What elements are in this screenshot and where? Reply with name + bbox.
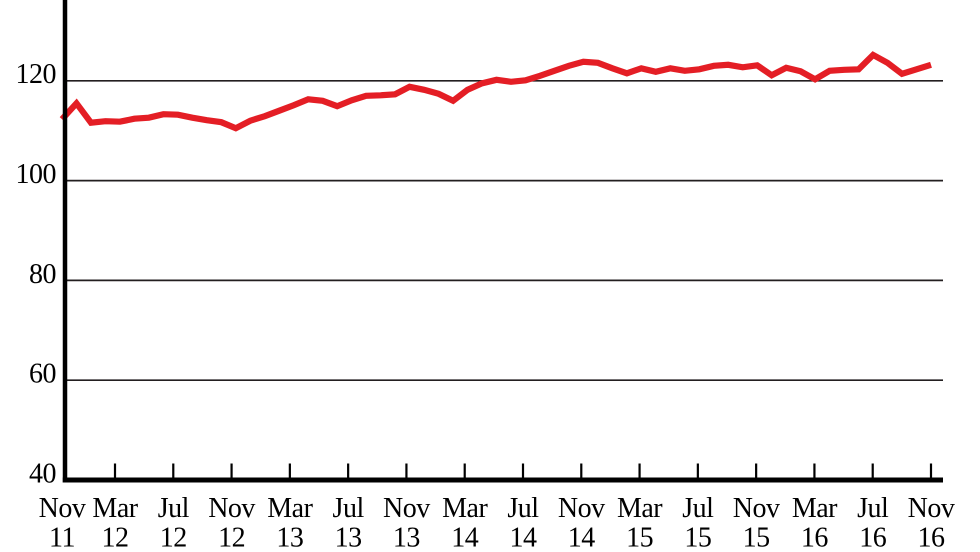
x-axis-tick-label-year: 14 (568, 523, 596, 552)
x-axis-tick-label-year: 12 (160, 523, 187, 552)
x-axis-tick-label-month: Jul (158, 493, 190, 524)
x-axis-tick-label-month: Nov (733, 493, 780, 524)
x-axis-tick-label-year: 12 (102, 523, 129, 552)
x-axis-tick-label-year: 16 (801, 523, 829, 552)
x-axis-tick-label-month: Jul (857, 493, 889, 524)
x-axis-tick-label-year: 15 (743, 523, 770, 552)
x-axis-tick-label-year: 16 (918, 523, 946, 552)
data-series-line (59, 51, 932, 132)
x-axis-tick-label-year: 13 (335, 523, 362, 552)
x-axis-tick-label-month: Nov (208, 493, 255, 524)
y-axis-tick-label: 100 (16, 159, 57, 190)
x-axis-tick-label-month: Jul (507, 493, 539, 524)
x-axis-tick-label-year: 16 (859, 523, 887, 552)
y-axis-tick-label: 60 (29, 359, 56, 390)
x-axis-tick-label-year: 13 (393, 523, 420, 552)
x-axis-tick-label-year: 14 (451, 523, 479, 552)
x-axis-tick-label-month: Jul (333, 493, 365, 524)
y-axis-tick-label: 120 (16, 59, 57, 90)
y-axis-tick-label: 80 (29, 259, 56, 290)
y-axis-tick-label: 40 (29, 458, 56, 489)
x-axis-tick-label-year: 14 (510, 523, 538, 552)
x-axis-tick-label-year: 11 (49, 523, 75, 552)
x-axis-tick-label-month: Nov (558, 493, 605, 524)
x-axis-tick-label-month: Mar (442, 493, 488, 524)
x-axis-tick-label-year: 12 (218, 523, 245, 552)
x-axis-tick-label-month: Mar (792, 493, 838, 524)
x-axis-tick-label-year: 13 (276, 523, 303, 552)
x-axis-tick-label-month: Mar (617, 493, 663, 524)
x-axis-tick-label-year: 15 (626, 523, 653, 552)
x-axis-tick-label-month: Nov (39, 493, 86, 524)
x-axis-tick-label-year: 15 (684, 523, 711, 552)
x-axis-tick-label-month: Jul (682, 493, 714, 524)
x-axis-tick-label-month: Nov (908, 493, 955, 524)
x-axis-tick-label-month: Mar (267, 493, 313, 524)
x-axis-tick-label-month: Nov (383, 493, 430, 524)
x-axis-tick-label-month: Mar (92, 493, 138, 524)
